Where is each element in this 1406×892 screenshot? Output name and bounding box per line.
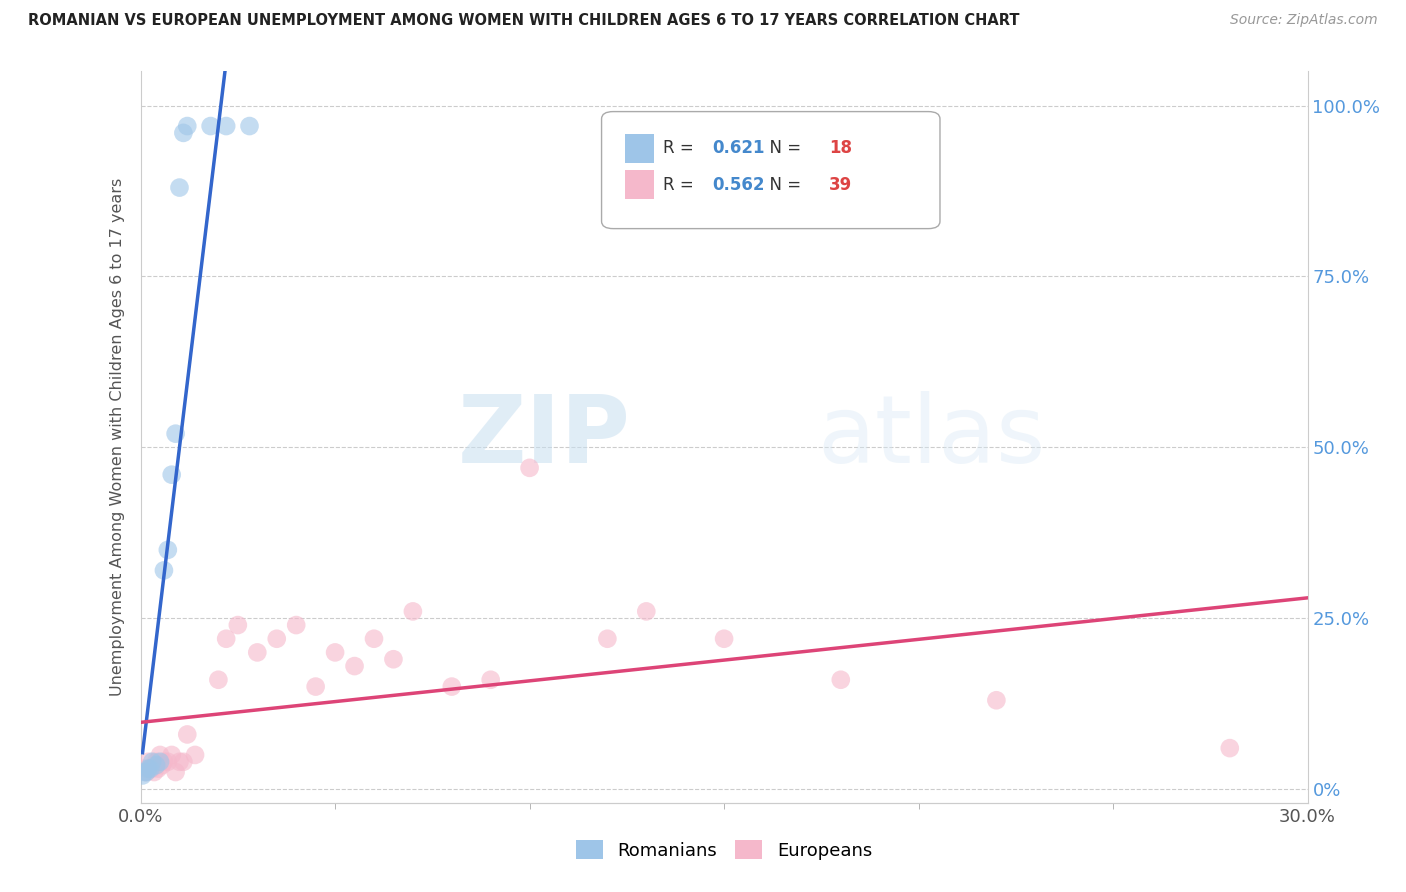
Point: [323, 645, 346, 659]
Text: 39: 39: [830, 176, 852, 194]
Text: ROMANIAN VS EUROPEAN UNEMPLOYMENT AMONG WOMEN WITH CHILDREN AGES 6 TO 17 YEARS C: ROMANIAN VS EUROPEAN UNEMPLOYMENT AMONG …: [28, 13, 1019, 29]
Point: [165, 426, 187, 441]
Point: [135, 765, 157, 780]
Point: [172, 755, 194, 769]
Point: [141, 762, 163, 776]
FancyBboxPatch shape: [602, 112, 941, 228]
Point: [246, 645, 269, 659]
Point: [215, 119, 238, 133]
Text: R =: R =: [664, 176, 699, 194]
Point: [134, 765, 156, 780]
Legend: Romanians, Europeans: Romanians, Europeans: [569, 833, 879, 867]
Point: [153, 755, 176, 769]
Text: R =: R =: [664, 139, 699, 157]
Point: [138, 755, 160, 769]
Point: [636, 604, 658, 618]
Point: [143, 765, 166, 780]
Point: [285, 618, 308, 632]
Point: [156, 542, 179, 557]
Point: [139, 762, 162, 776]
Point: [141, 755, 163, 769]
Point: [131, 768, 153, 782]
Point: [145, 755, 167, 769]
Point: [150, 758, 173, 772]
Bar: [624, 170, 654, 199]
Point: [146, 762, 169, 776]
Point: [149, 747, 172, 762]
Point: [156, 755, 179, 769]
Point: [160, 747, 183, 762]
Point: [169, 755, 191, 769]
Point: [363, 632, 385, 646]
Point: [149, 755, 172, 769]
Text: Source: ZipAtlas.com: Source: ZipAtlas.com: [1230, 13, 1378, 28]
Point: [519, 460, 541, 475]
Point: [1219, 741, 1241, 756]
Point: [153, 563, 176, 577]
Point: [176, 119, 198, 133]
Point: [343, 659, 366, 673]
Point: [986, 693, 1008, 707]
Point: [160, 467, 183, 482]
Text: N =: N =: [759, 176, 807, 194]
Point: [238, 119, 260, 133]
Point: [139, 762, 162, 776]
Text: 18: 18: [830, 139, 852, 157]
Text: N =: N =: [759, 139, 807, 157]
Text: atlas: atlas: [817, 391, 1046, 483]
Point: [176, 727, 198, 741]
Point: [830, 673, 852, 687]
Point: [207, 673, 229, 687]
Point: [305, 680, 328, 694]
Y-axis label: Unemployment Among Women with Children Ages 6 to 17 years: Unemployment Among Women with Children A…: [110, 178, 125, 696]
Point: [135, 765, 157, 780]
Point: [138, 762, 160, 776]
Point: [200, 119, 222, 133]
Point: [169, 180, 191, 194]
Point: [713, 632, 735, 646]
Point: [145, 758, 167, 772]
Point: [440, 680, 463, 694]
Point: [266, 632, 288, 646]
Point: [215, 632, 238, 646]
Point: [479, 673, 502, 687]
Point: [226, 618, 249, 632]
Point: [382, 652, 405, 666]
Bar: [624, 134, 654, 163]
Text: ZIP: ZIP: [458, 391, 631, 483]
Point: [184, 747, 207, 762]
Text: 0.562: 0.562: [713, 176, 765, 194]
Point: [172, 126, 194, 140]
Point: [134, 762, 156, 776]
Point: [402, 604, 425, 618]
Text: 0.621: 0.621: [713, 139, 765, 157]
Point: [165, 765, 187, 780]
Point: [596, 632, 619, 646]
